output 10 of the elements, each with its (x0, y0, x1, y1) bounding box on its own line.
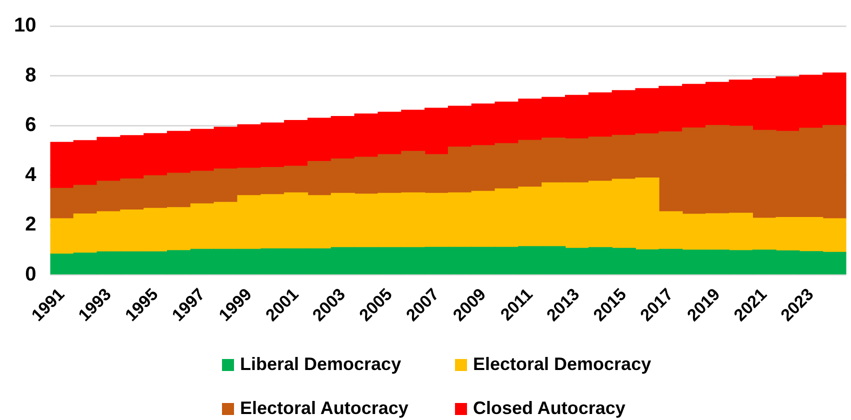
legend-label: Electoral Autocracy (240, 398, 408, 418)
y-tick-label: 0 (25, 263, 36, 286)
y-tick-label: 2 (25, 214, 36, 236)
y-tick-label: 4 (25, 164, 38, 186)
y-tick-label: 6 (25, 114, 36, 136)
legend-label: Liberal Democracy (240, 354, 402, 374)
y-tick-label: 10 (14, 14, 36, 37)
legend-label: Closed Autocracy (473, 398, 626, 418)
legend-label: Electoral Democracy (473, 354, 652, 374)
y-tick-label: 8 (25, 64, 36, 86)
